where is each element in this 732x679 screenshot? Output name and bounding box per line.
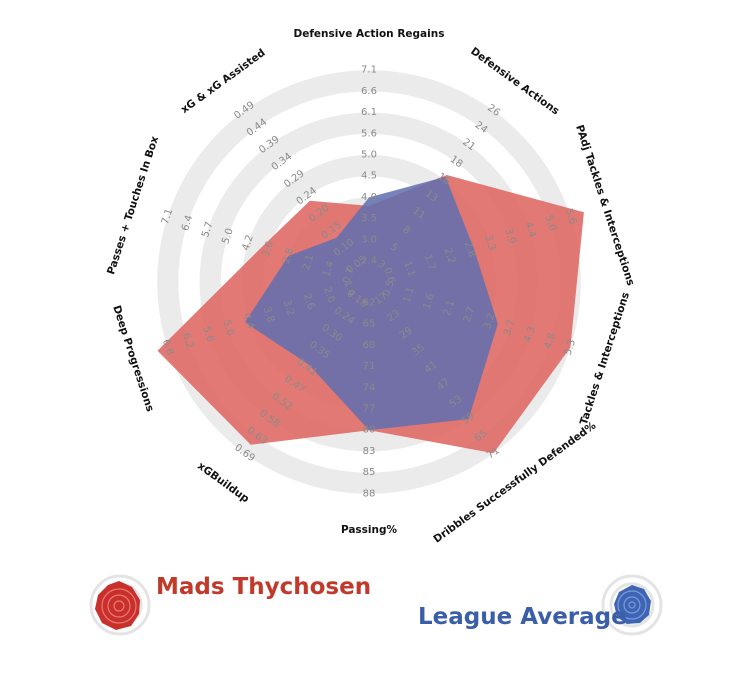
- tick-label: 7.1: [361, 65, 377, 76]
- tick-label: 1.1: [401, 260, 416, 279]
- axis-label: Deep Progressions: [110, 304, 156, 413]
- tick-label: 3.2: [482, 312, 497, 331]
- tick-label: 2.8: [281, 247, 296, 266]
- tick-label: 4.3: [522, 325, 537, 344]
- tick-label: 5.6: [563, 207, 578, 226]
- tick-label: 0.5: [381, 279, 396, 298]
- tick-label: 5.7: [200, 220, 215, 239]
- average-legend-label: League Average: [418, 604, 627, 630]
- axis-label: Passes + Touches In Box: [105, 135, 161, 277]
- tick-label: 0.7: [341, 266, 356, 285]
- tick-label: 1.6: [422, 292, 437, 311]
- average-legend-icon: [601, 574, 663, 636]
- tick-label: 65: [363, 319, 376, 330]
- player-legend-icon: [89, 574, 151, 636]
- tick-label: 1.4: [321, 260, 336, 279]
- axis-label: PAdj Tackles & Interceptions: [573, 124, 636, 288]
- tick-label: 3.0: [361, 234, 377, 245]
- tick-label: 2.0: [321, 286, 336, 305]
- tick-label: 4.5: [361, 171, 377, 182]
- tick-label: 85: [363, 467, 376, 478]
- tick-label: 5.0: [361, 150, 377, 161]
- tick-label: 3.3: [482, 234, 497, 253]
- tick-label: 6.2: [180, 332, 195, 351]
- radar-chart: 2.43.03.54.04.55.05.66.16.67.13581113161…: [105, 28, 637, 546]
- tick-label: 5.0: [220, 227, 235, 246]
- tick-label: 83: [363, 446, 376, 457]
- tick-label: 8: [400, 224, 412, 237]
- tick-label: 62: [363, 298, 376, 309]
- tick-label: 3.9: [502, 227, 517, 246]
- tick-label: 2.2: [442, 247, 457, 266]
- tick-label: 6.6: [361, 86, 377, 97]
- tick-label: 3: [375, 259, 387, 272]
- tick-label: 80: [363, 425, 376, 436]
- tick-label: 4.4: [522, 220, 537, 239]
- tick-label: 2.1: [442, 299, 457, 318]
- tick-label: 74: [363, 382, 376, 393]
- tick-label: 3.6: [261, 240, 276, 259]
- axis-label: Defensive Action Regains: [294, 28, 445, 40]
- tick-label: 4.8: [543, 332, 558, 351]
- tick-label: 5.0: [220, 319, 235, 338]
- tick-label: 3.5: [361, 213, 377, 224]
- axis-label: Passing%: [341, 524, 398, 536]
- tick-label: 2.4: [361, 256, 377, 267]
- tick-label: 2.8: [462, 240, 477, 259]
- tick-label: 0.6: [381, 266, 396, 285]
- axis-label: xGBuildup: [195, 460, 251, 506]
- tick-label: 7.1: [160, 207, 175, 226]
- tick-label: 2.6: [301, 292, 316, 311]
- tick-label: 1.4: [341, 279, 356, 298]
- radar-series: [157, 175, 584, 454]
- tick-label: 2.1: [301, 253, 316, 272]
- tick-label: 68: [363, 340, 376, 351]
- tick-label: 71: [363, 361, 376, 372]
- tick-label: 5.3: [563, 338, 578, 357]
- tick-label: 1.1: [401, 286, 416, 305]
- tick-label: 5.0: [543, 214, 558, 233]
- tick-label: 77: [363, 404, 376, 415]
- tick-label: 88: [363, 488, 376, 499]
- tick-label: 3.2: [281, 299, 296, 318]
- tick-label: 4.4: [241, 312, 256, 331]
- tick-label: 4.0: [361, 192, 377, 203]
- tick-label: 5.6: [200, 325, 215, 344]
- axis-label: Tackles & Interceptions: [578, 291, 632, 427]
- average-series-area: [244, 176, 498, 431]
- tick-label: 6.8: [160, 338, 175, 357]
- tick-label: 3.8: [261, 305, 276, 324]
- tick-label: 5.6: [361, 128, 377, 139]
- player-legend-label: Mads Thychosen: [156, 574, 372, 600]
- tick-label: 6.1: [361, 107, 377, 118]
- tick-label: 2.7: [462, 305, 477, 324]
- tick-label: 4.2: [241, 234, 256, 253]
- tick-label: 3.7: [502, 319, 517, 338]
- tick-label: 6.4: [180, 214, 195, 233]
- tick-label: 5: [388, 242, 400, 255]
- tick-label: 1.7: [422, 253, 437, 272]
